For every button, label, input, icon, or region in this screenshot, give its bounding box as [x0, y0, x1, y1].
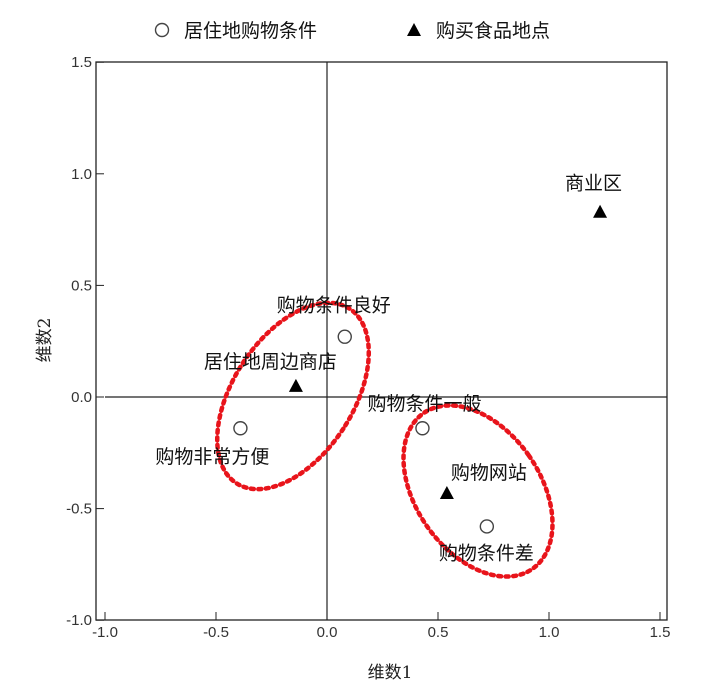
y-tick-label: 0.5 — [71, 277, 92, 294]
legend-entry: 居住地购物条件 — [184, 20, 317, 42]
annotation-ellipse — [401, 403, 555, 579]
point-label: 购物条件良好 — [277, 295, 391, 317]
point-label: 购物条件一般 — [367, 393, 481, 415]
legend-marker — [407, 23, 421, 36]
y-tick-label: -0.5 — [66, 501, 92, 518]
point-label: 居住地周边商店 — [204, 351, 337, 373]
circle-marker — [479, 519, 495, 534]
y-tick-label: 1.0 — [71, 166, 92, 183]
annotation-ellipse — [214, 300, 372, 492]
legend-entry: 购买食品地点 — [436, 20, 550, 42]
x-tick-label: -1.0 — [92, 624, 118, 641]
x-tick-label: 1.5 — [650, 624, 671, 641]
x-tick-label: 0.0 — [317, 624, 338, 641]
triangle-marker — [439, 485, 454, 499]
point-label: 购物非常方便 — [155, 446, 269, 468]
circle-marker — [233, 421, 248, 436]
y-tick-label: 0.0 — [71, 389, 92, 406]
x-tick-label: 0.5 — [428, 624, 449, 641]
point-label: 购物网站 — [451, 462, 527, 484]
y-axis-label: 维数2 — [35, 318, 55, 363]
circle-marker — [415, 421, 430, 436]
circle-marker — [337, 329, 352, 344]
y-tick-label: -1.0 — [66, 612, 92, 629]
point-label: 购物条件差 — [439, 542, 534, 564]
x-tick-label: -0.5 — [203, 624, 229, 641]
point-label: 商业区 — [565, 173, 622, 195]
x-tick-label: 1.0 — [539, 624, 560, 641]
triangle-marker — [593, 204, 608, 218]
x-axis-label: 维数1 — [368, 663, 413, 683]
triangle-marker — [288, 378, 303, 392]
plot-frame — [95, 61, 668, 621]
y-tick-label: 1.5 — [71, 54, 92, 71]
legend-marker — [154, 22, 170, 38]
